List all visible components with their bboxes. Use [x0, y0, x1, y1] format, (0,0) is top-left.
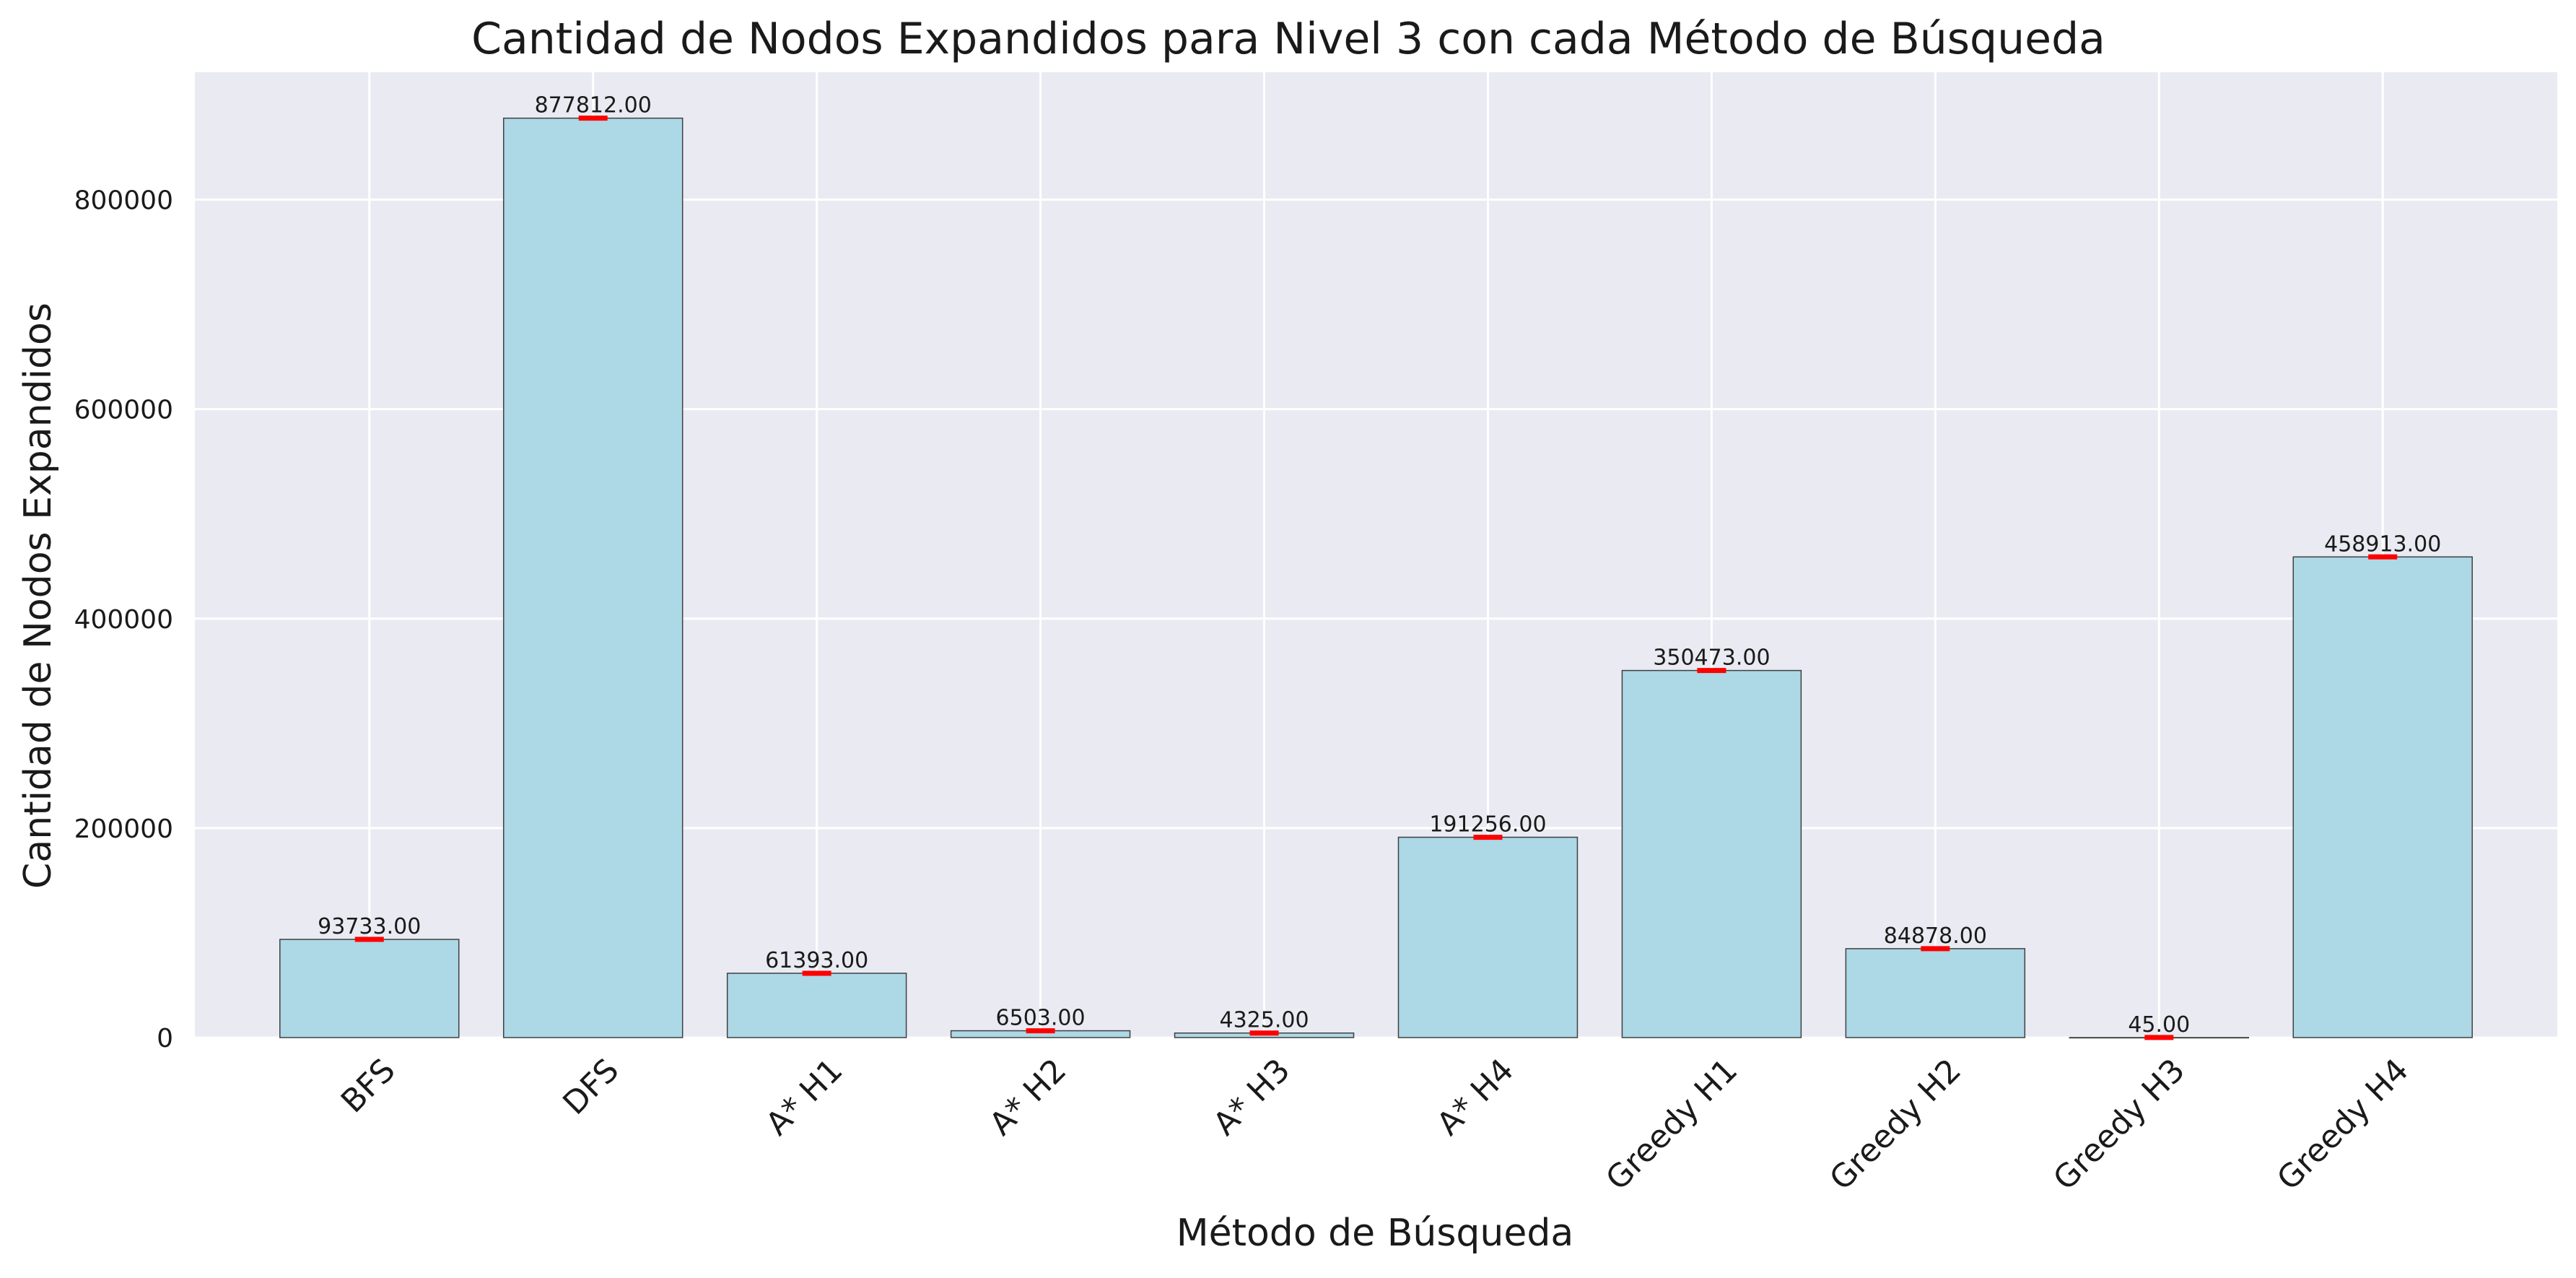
data-label: 93733.00	[318, 914, 421, 939]
y-tick-label: 400000	[74, 605, 173, 635]
x-tick-label: DFS	[556, 1052, 626, 1122]
y-tick-label: 800000	[74, 186, 173, 216]
bar	[279, 939, 460, 1038]
x-tick-label: Greedy H4	[2270, 1052, 2416, 1198]
y-tick-label: 0	[157, 1024, 173, 1053]
bar	[502, 117, 684, 1038]
x-tick-labels: BFS DFS A* H1 A* H2 A* H3 A* H4 Greedy H1 Greed…	[334, 1052, 2416, 1198]
bar	[1397, 836, 1579, 1038]
data-label: 61393.00	[765, 948, 868, 973]
x-tick-label: A* H3	[1206, 1052, 1297, 1143]
data-label: 4325.00	[1219, 1008, 1309, 1033]
data-label: 350473.00	[1653, 645, 1770, 671]
data-label: 45.00	[2128, 1012, 2190, 1038]
x-axis-label: Método de Búsqueda	[1176, 1212, 1574, 1255]
y-tick-labels: 0 200000 400000 600000 800000	[74, 186, 173, 1053]
data-label: 6503.00	[996, 1006, 1086, 1031]
data-label: 191256.00	[1429, 812, 1546, 838]
x-tick-label: Greedy H2	[1822, 1052, 1968, 1198]
y-tick-label: 200000	[74, 814, 173, 844]
x-tick-label: Greedy H1	[1599, 1052, 1745, 1198]
x-tick-label: A* H4	[1430, 1052, 1521, 1143]
chart-title: Cantidad de Nodos Expandidos para Nivel …	[471, 14, 2105, 64]
data-label: 458913.00	[2324, 531, 2441, 557]
bar	[1845, 948, 2026, 1038]
data-label: 877812.00	[535, 93, 652, 118]
x-tick-label: Greedy H3	[2046, 1052, 2192, 1198]
bar	[726, 973, 907, 1038]
data-labels: 93733.00 877812.00 61393.00 6503.00 4325.00 1…	[318, 93, 2441, 1038]
x-tick-label: BFS	[334, 1052, 403, 1121]
bar	[1621, 669, 1802, 1038]
error-markers	[354, 116, 2398, 1040]
y-axis-label: Cantidad de Nodos Expandidos	[17, 303, 60, 889]
bar	[2292, 556, 2473, 1038]
x-tick-label: A* H1	[759, 1052, 850, 1143]
bars	[279, 117, 2473, 1039]
y-tick-label: 600000	[74, 396, 173, 425]
x-tick-label: A* H2	[982, 1052, 1073, 1143]
data-label: 84878.00	[1884, 923, 1987, 949]
